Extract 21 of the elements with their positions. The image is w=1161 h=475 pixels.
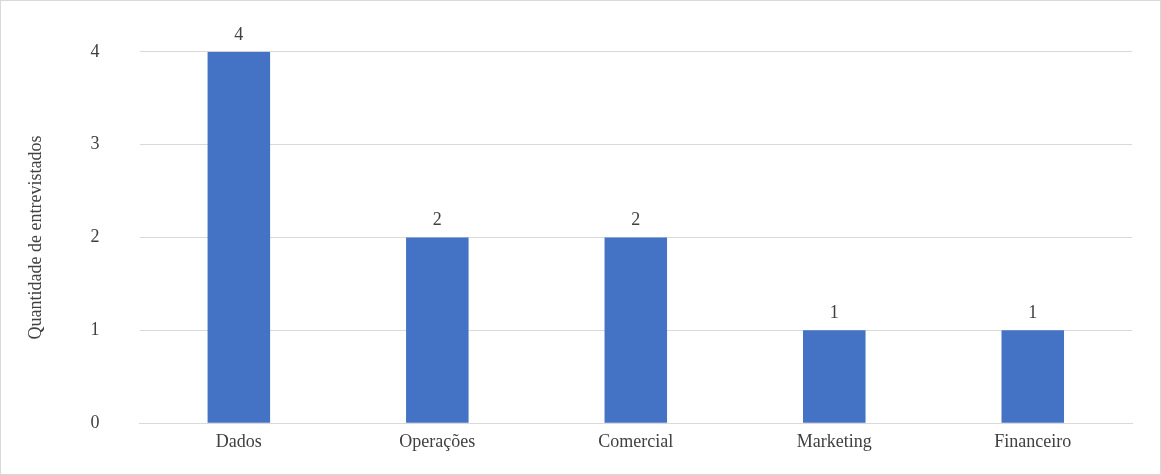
y-tick-label: 2 (90, 226, 100, 247)
data-label: 1 (829, 302, 839, 323)
bar (803, 330, 866, 423)
bar (207, 51, 271, 423)
y-tick-label: 0 (90, 411, 100, 432)
data-label: 1 (1028, 302, 1038, 323)
y-tick-label: 4 (90, 40, 100, 61)
y-tick-label: 1 (90, 319, 100, 340)
x-tick-label: Operações (399, 430, 476, 451)
x-tick-label: Comercial (598, 430, 674, 451)
x-tick-label: Marketing (796, 430, 872, 451)
data-label: 2 (432, 209, 442, 230)
y-tick-label: 3 (90, 133, 100, 154)
x-tick-label: Dados (215, 430, 262, 451)
data-label: 4 (234, 23, 244, 44)
bar (1001, 330, 1065, 423)
y-axis-title: Quantidade de entrevistados (24, 135, 45, 340)
bar (406, 237, 469, 423)
bar (604, 237, 668, 423)
data-label: 2 (631, 209, 641, 230)
x-tick-label: Financeiro (994, 430, 1072, 451)
